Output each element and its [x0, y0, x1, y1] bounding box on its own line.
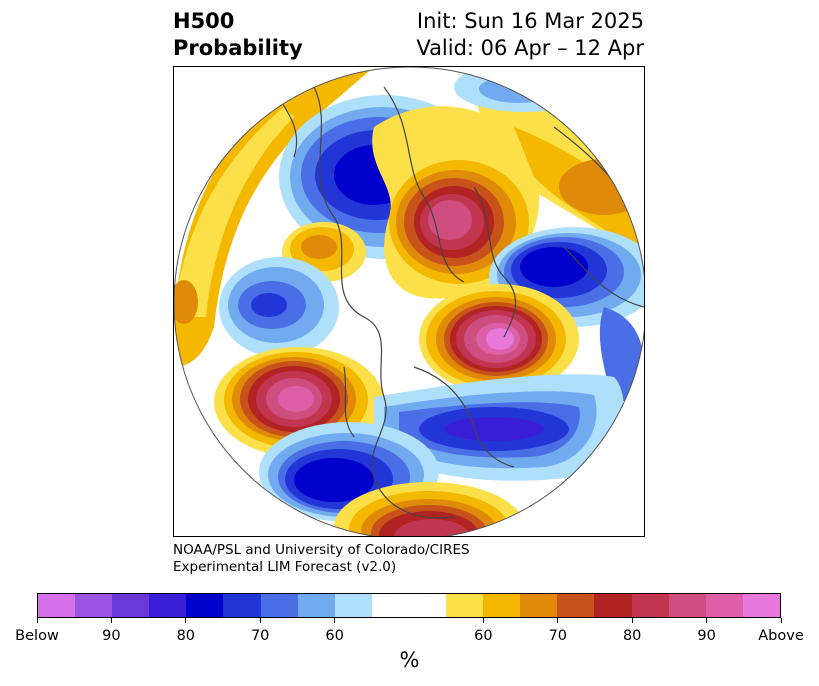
colorbar-segment — [705, 594, 743, 617]
colorbar-segment — [297, 594, 335, 617]
colorbar-ticks: Below 90 80 70 60 60 70 80 90 Above — [15, 618, 804, 644]
colorbar-tick-label: 90 — [102, 628, 121, 644]
colorbar-segment — [408, 594, 447, 617]
credit-block: NOAA/PSL and University of Colorado/CIRE… — [173, 542, 470, 576]
credit-line-2: Experimental LIM Forecast (v2.0) — [173, 559, 397, 575]
colorbar-segment — [75, 594, 113, 617]
colorbar-tick — [334, 618, 336, 623]
probability-map — [174, 67, 644, 536]
north-pole-marker — [405, 299, 413, 307]
colorbar-tick — [482, 618, 484, 623]
colorbar-tick — [631, 618, 633, 623]
colorbar-segment — [112, 594, 150, 617]
colorbar-segment — [260, 594, 298, 617]
colorbar-tick-label: Below — [15, 628, 59, 644]
colorbar-tick — [780, 618, 782, 623]
colorbar-segment — [742, 594, 780, 617]
anomaly-subtropical-atlantic-low — [374, 374, 624, 481]
colorbar-unit: % — [399, 648, 420, 672]
colorbar-segment — [186, 594, 224, 617]
anomaly-pacific-warm-arc — [174, 67, 374, 367]
colorbar-tick — [557, 618, 559, 623]
colorbar-tick-label: Above — [758, 628, 804, 644]
anomaly-beaufort-warm — [282, 222, 366, 282]
anomaly-greenland-high — [372, 106, 540, 299]
map-panel — [173, 66, 645, 537]
colorbar-tick-label: 80 — [176, 628, 196, 644]
anomaly-gulf-high — [334, 482, 524, 536]
colorbar — [37, 593, 781, 618]
colorbar-segment — [149, 594, 187, 617]
anomaly-atlantic-high — [419, 284, 579, 394]
colorbar-segment — [38, 594, 76, 617]
colorbar-segment — [334, 594, 372, 617]
colorbar-segment — [446, 594, 484, 617]
colorbar-tick — [110, 618, 112, 623]
colorbar-tick-label: 70 — [548, 628, 568, 644]
colorbar-tick — [185, 618, 187, 623]
title-right: Init: Sun 16 Mar 2025 Valid: 06 Apr – 12… — [416, 8, 644, 62]
colorbar-tick — [259, 618, 261, 623]
colorbar-tick-label: 70 — [250, 628, 270, 644]
colorbar-segment — [223, 594, 261, 617]
colorbar-segment — [520, 594, 558, 617]
credit-line-1: NOAA/PSL and University of Colorado/CIRE… — [173, 542, 470, 558]
colorbar-tick-label: 80 — [622, 628, 642, 644]
colorbar-segment — [631, 594, 669, 617]
colorbar-segment — [594, 594, 632, 617]
colorbar-segment — [371, 594, 409, 617]
colorbar-tick — [36, 618, 38, 623]
colorbar-segment — [557, 594, 595, 617]
colorbar-tick-label: 90 — [697, 628, 716, 644]
colorbar-segment — [668, 594, 706, 617]
colorbar-tick-label: 60 — [474, 628, 493, 644]
title-left: H500 Probability — [173, 8, 303, 62]
colorbar-segment — [483, 594, 521, 617]
anomaly-pacific-low — [219, 257, 339, 357]
init-date: Init: Sun 16 Mar 2025 — [416, 9, 644, 33]
colorbar-tick — [706, 618, 708, 623]
product-title: Probability — [173, 36, 303, 60]
colorbar-tick-label: 60 — [325, 628, 344, 644]
valid-range: Valid: 06 Apr – 12 Apr — [416, 36, 644, 60]
variable-title: H500 — [173, 9, 235, 33]
